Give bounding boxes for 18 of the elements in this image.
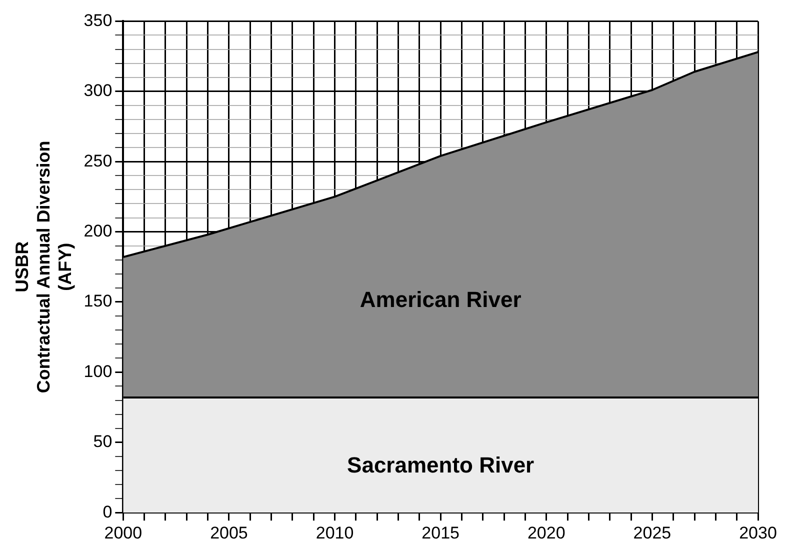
x-tick-label: 2000 xyxy=(104,523,142,542)
y-tick-label: 0 xyxy=(102,502,112,522)
y-tick-label: 300 xyxy=(84,81,112,100)
y-axis-title: USBR Contractual Annual Diversion (AFY) xyxy=(12,140,75,394)
y-tick-label: 200 xyxy=(84,221,112,240)
y-tick-label: 150 xyxy=(84,292,112,311)
y-tick-label: 250 xyxy=(84,151,112,170)
y-tick-label: 100 xyxy=(84,362,112,381)
y-tick-label: 50 xyxy=(93,432,112,452)
x-tick-label: 2030 xyxy=(739,523,777,542)
x-tick-label: 2005 xyxy=(210,523,248,542)
x-tick-label: 2020 xyxy=(527,523,566,542)
x-tick-label: 2025 xyxy=(633,523,672,542)
x-tick-label: 2015 xyxy=(422,523,460,542)
series-label: American River xyxy=(360,286,522,312)
y-tick-label: 350 xyxy=(84,10,112,30)
x-tick-label: 2010 xyxy=(316,523,354,542)
series-label: Sacramento River xyxy=(347,452,535,478)
